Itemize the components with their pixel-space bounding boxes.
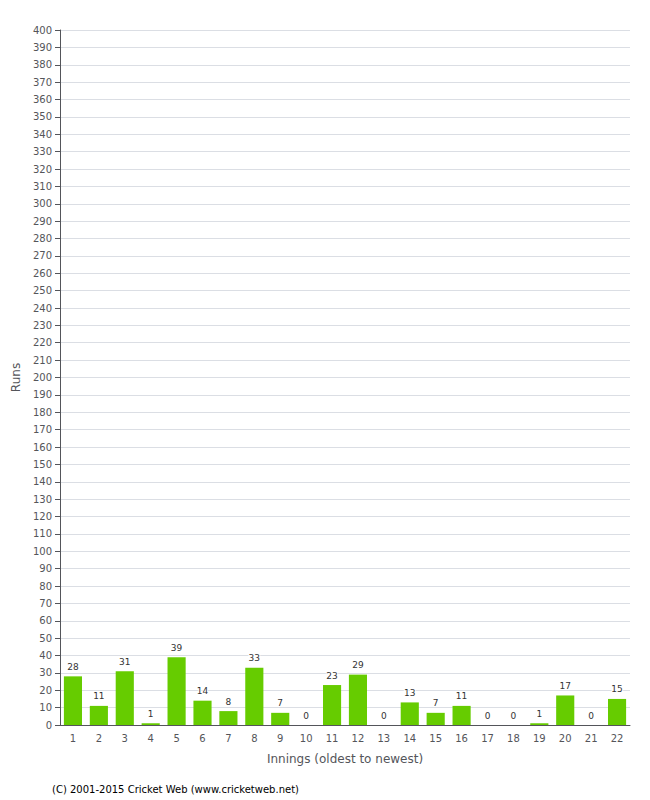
svg-text:13: 13: [404, 688, 415, 698]
svg-text:5: 5: [173, 733, 179, 744]
svg-text:28: 28: [67, 662, 79, 672]
svg-text:50: 50: [39, 633, 52, 644]
svg-text:22: 22: [611, 733, 624, 744]
svg-text:16: 16: [455, 733, 468, 744]
svg-text:330: 330: [33, 146, 52, 157]
svg-text:17: 17: [481, 733, 494, 744]
svg-text:280: 280: [33, 233, 52, 244]
svg-text:23: 23: [326, 671, 337, 681]
svg-text:1: 1: [70, 733, 76, 744]
svg-text:39: 39: [171, 643, 183, 653]
svg-text:17: 17: [560, 681, 571, 691]
svg-text:19: 19: [533, 733, 546, 744]
svg-text:33: 33: [249, 653, 260, 663]
svg-text:310: 310: [33, 181, 52, 192]
svg-text:9: 9: [277, 733, 283, 744]
svg-text:7: 7: [433, 698, 439, 708]
svg-text:1: 1: [148, 709, 154, 719]
svg-text:250: 250: [33, 285, 52, 296]
svg-text:7: 7: [225, 733, 231, 744]
svg-text:150: 150: [33, 459, 52, 470]
svg-text:15: 15: [429, 733, 442, 744]
svg-text:8: 8: [226, 697, 232, 707]
svg-text:400: 400: [33, 25, 52, 36]
svg-text:Innings (oldest to newest): Innings (oldest to newest): [267, 752, 423, 766]
svg-text:300: 300: [33, 198, 52, 209]
svg-text:260: 260: [33, 268, 52, 279]
svg-text:240: 240: [33, 303, 52, 314]
svg-text:13: 13: [377, 733, 390, 744]
svg-text:90: 90: [39, 563, 52, 574]
svg-text:200: 200: [33, 372, 52, 383]
svg-text:40: 40: [39, 650, 52, 661]
svg-text:390: 390: [33, 42, 52, 53]
svg-text:320: 320: [33, 164, 52, 175]
svg-text:80: 80: [39, 581, 52, 592]
svg-text:8: 8: [251, 733, 257, 744]
svg-text:0: 0: [46, 720, 52, 731]
svg-text:10: 10: [300, 733, 313, 744]
svg-text:3: 3: [122, 733, 128, 744]
svg-text:21: 21: [585, 733, 598, 744]
svg-text:340: 340: [33, 129, 52, 140]
svg-text:380: 380: [33, 59, 52, 70]
svg-text:160: 160: [33, 442, 52, 453]
svg-text:120: 120: [33, 511, 52, 522]
svg-text:15: 15: [611, 684, 622, 694]
svg-text:12: 12: [352, 733, 365, 744]
svg-text:60: 60: [39, 615, 52, 626]
svg-text:29: 29: [352, 660, 364, 670]
svg-text:190: 190: [33, 389, 52, 400]
svg-text:230: 230: [33, 320, 52, 331]
svg-text:360: 360: [33, 94, 52, 105]
svg-text:4: 4: [147, 733, 153, 744]
svg-text:14: 14: [197, 686, 209, 696]
svg-text:180: 180: [33, 407, 52, 418]
svg-text:1: 1: [536, 709, 542, 719]
svg-text:14: 14: [403, 733, 416, 744]
svg-text:2: 2: [96, 733, 102, 744]
svg-text:0: 0: [588, 711, 594, 721]
svg-text:210: 210: [33, 355, 52, 366]
svg-text:0: 0: [511, 711, 517, 721]
svg-text:20: 20: [559, 733, 572, 744]
svg-text:270: 270: [33, 250, 52, 261]
svg-text:(C) 2001-2015 Cricket Web (www: (C) 2001-2015 Cricket Web (www.cricketwe…: [52, 784, 299, 795]
svg-text:Runs: Runs: [9, 363, 23, 392]
svg-text:20: 20: [39, 685, 52, 696]
svg-text:220: 220: [33, 337, 52, 348]
svg-text:70: 70: [39, 598, 52, 609]
svg-text:0: 0: [381, 711, 387, 721]
svg-text:290: 290: [33, 216, 52, 227]
svg-text:370: 370: [33, 77, 52, 88]
svg-text:11: 11: [326, 733, 339, 744]
svg-text:100: 100: [33, 546, 52, 557]
svg-text:0: 0: [485, 711, 491, 721]
svg-text:6: 6: [199, 733, 205, 744]
svg-text:170: 170: [33, 424, 52, 435]
svg-text:350: 350: [33, 111, 52, 122]
svg-text:11: 11: [456, 691, 467, 701]
svg-text:18: 18: [507, 733, 520, 744]
svg-text:7: 7: [277, 698, 283, 708]
svg-text:11: 11: [93, 691, 104, 701]
svg-text:30: 30: [39, 667, 52, 678]
svg-text:10: 10: [39, 702, 52, 713]
svg-text:110: 110: [33, 528, 52, 539]
svg-text:140: 140: [33, 476, 52, 487]
svg-text:130: 130: [33, 494, 52, 505]
svg-text:31: 31: [119, 657, 130, 667]
svg-text:0: 0: [303, 711, 309, 721]
